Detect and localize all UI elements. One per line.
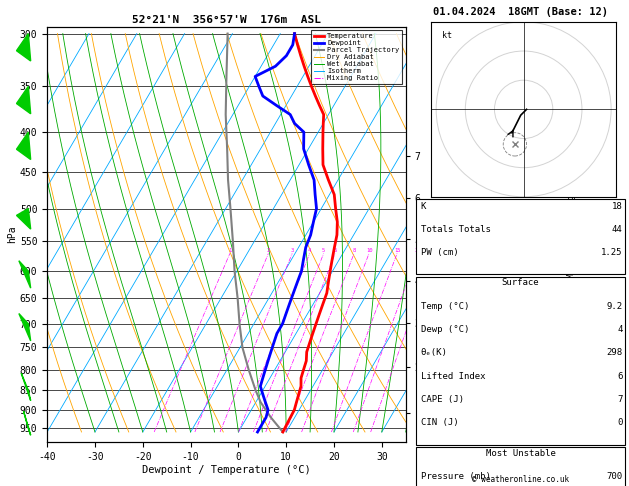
Polygon shape: [21, 373, 31, 400]
Polygon shape: [24, 411, 31, 435]
Polygon shape: [19, 260, 31, 288]
Polygon shape: [16, 208, 31, 229]
Text: 01.04.2024  18GMT (Base: 12): 01.04.2024 18GMT (Base: 12): [433, 7, 608, 17]
X-axis label: Dewpoint / Temperature (°C): Dewpoint / Temperature (°C): [142, 465, 311, 475]
Text: 5: 5: [322, 248, 325, 253]
Text: 18: 18: [612, 202, 623, 211]
Text: 6: 6: [617, 372, 623, 381]
Text: 2: 2: [267, 248, 270, 253]
Text: Surface: Surface: [502, 278, 539, 288]
Text: Lifted Index: Lifted Index: [421, 372, 485, 381]
Polygon shape: [19, 313, 31, 341]
Text: 4: 4: [308, 248, 311, 253]
Text: 15: 15: [394, 248, 400, 253]
Polygon shape: [16, 34, 31, 61]
Text: LCL: LCL: [484, 408, 499, 417]
Text: 20: 20: [415, 248, 421, 253]
Text: 44: 44: [612, 225, 623, 234]
Y-axis label: km
ASL: km ASL: [422, 226, 443, 243]
Polygon shape: [16, 132, 31, 159]
Text: 10: 10: [366, 248, 372, 253]
Bar: [416, 447, 625, 486]
Text: 9.2: 9.2: [606, 302, 623, 311]
Bar: [416, 199, 625, 274]
Text: 8: 8: [352, 248, 356, 253]
Text: 1.25: 1.25: [601, 248, 623, 258]
Title: 52°21'N  356°57'W  176m  ASL: 52°21'N 356°57'W 176m ASL: [132, 15, 321, 25]
Text: 298: 298: [606, 348, 623, 358]
Text: 6: 6: [333, 248, 337, 253]
Text: K: K: [421, 202, 426, 211]
Text: Temp (°C): Temp (°C): [421, 302, 469, 311]
Legend: Temperature, Dewpoint, Parcel Trajectory, Dry Adiabat, Wet Adiabat, Isotherm, Mi: Temperature, Dewpoint, Parcel Trajectory…: [311, 30, 402, 84]
Text: θₑ(K): θₑ(K): [421, 348, 448, 358]
Text: 3: 3: [291, 248, 294, 253]
Bar: [416, 277, 625, 445]
Text: Dewp (°C): Dewp (°C): [421, 325, 469, 334]
Text: Totals Totals: Totals Totals: [421, 225, 491, 234]
Text: CAPE (J): CAPE (J): [421, 395, 464, 404]
Text: 25: 25: [431, 248, 437, 253]
Text: CIN (J): CIN (J): [421, 418, 459, 428]
Y-axis label: hPa: hPa: [7, 226, 17, 243]
Text: 0: 0: [617, 418, 623, 428]
Text: PW (cm): PW (cm): [421, 248, 459, 258]
Text: Pressure (mb): Pressure (mb): [421, 472, 491, 482]
Text: kt: kt: [442, 31, 452, 40]
Text: Most Unstable: Most Unstable: [486, 449, 555, 458]
Text: 4: 4: [617, 325, 623, 334]
Text: 700: 700: [606, 472, 623, 482]
Polygon shape: [16, 87, 31, 114]
Text: © weatheronline.co.uk: © weatheronline.co.uk: [472, 474, 569, 484]
Text: Mixing Ratio (g/kg): Mixing Ratio (g/kg): [567, 191, 576, 278]
Text: 1: 1: [228, 248, 231, 253]
Text: 7: 7: [617, 395, 623, 404]
